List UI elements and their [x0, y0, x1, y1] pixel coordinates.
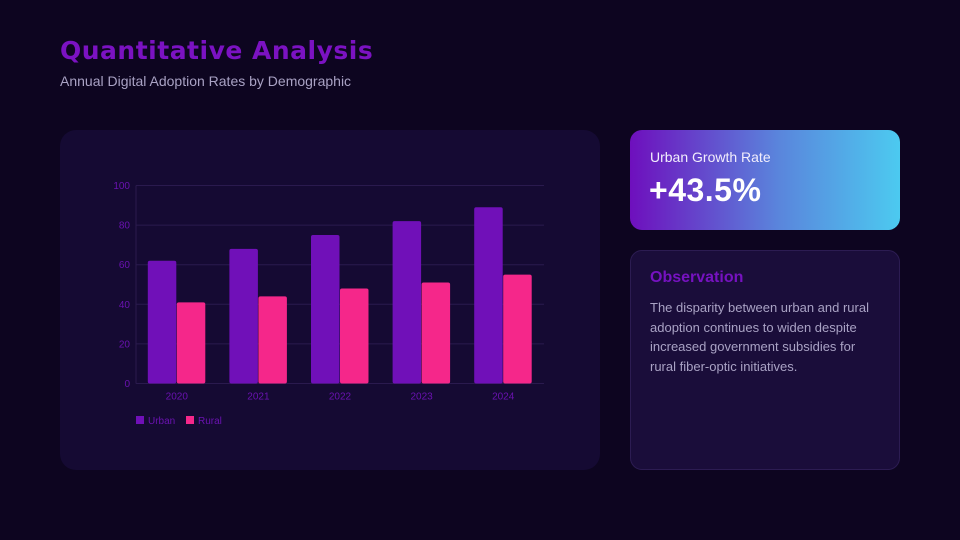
legend-swatch-rural	[186, 416, 194, 424]
chart-legend: Urban Rural	[136, 416, 222, 427]
page-title: Quantitative Analysis	[60, 36, 374, 65]
page-subtitle: Annual Digital Adoption Rates by Demogra…	[60, 73, 352, 89]
bar-chart: 0 20 40 60 80 100 2020 2021 2022 2023 2024 Urban R…	[113, 181, 544, 427]
chart-bars	[147, 207, 532, 384]
bar-urban-2020	[147, 260, 177, 384]
bar-urban-2021	[229, 248, 258, 384]
bar-rural-2024	[503, 274, 532, 384]
y-tick-label: 100	[113, 181, 130, 192]
y-tick-label: 0	[124, 379, 130, 390]
y-tick-label: 60	[119, 260, 131, 271]
bar-rural-2020	[176, 302, 206, 384]
bar-urban-2023	[392, 221, 422, 384]
legend-swatch-urban	[136, 416, 144, 424]
x-tick-label: 2022	[329, 392, 352, 403]
legend-label-urban: Urban	[148, 416, 175, 427]
bar-urban-2022	[311, 235, 340, 384]
observation-text: The disparity between urban and rural ad…	[650, 300, 869, 374]
x-tick-label: 2023	[410, 392, 433, 403]
kpi-label: Urban Growth Rate	[650, 149, 771, 165]
kpi-value: +43.5%	[649, 172, 762, 208]
observation-card: Observation The disparity between urban …	[630, 250, 900, 470]
kpi-card-urban-growth: Urban Growth Rate +43.5%	[630, 130, 900, 230]
x-axis-ticks: 2020 2021 2022 2023 2024	[166, 392, 515, 403]
y-tick-label: 80	[119, 221, 131, 232]
bar-urban-2024	[474, 207, 503, 384]
y-tick-label: 20	[119, 339, 131, 350]
x-tick-label: 2020	[166, 392, 189, 403]
x-tick-label: 2021	[247, 392, 270, 403]
bar-rural-2021	[258, 296, 287, 384]
y-axis-ticks: 0 20 40 60 80 100	[113, 181, 130, 390]
bar-rural-2022	[340, 288, 369, 384]
y-tick-label: 40	[119, 300, 131, 311]
bar-rural-2023	[421, 282, 451, 384]
observation-title: Observation	[650, 269, 744, 286]
x-tick-label: 2024	[492, 392, 515, 403]
legend-label-rural: Rural	[198, 416, 222, 427]
chart-card: 0 20 40 60 80 100 2020 2021 2022 2023 2024 Urban R…	[60, 130, 600, 470]
